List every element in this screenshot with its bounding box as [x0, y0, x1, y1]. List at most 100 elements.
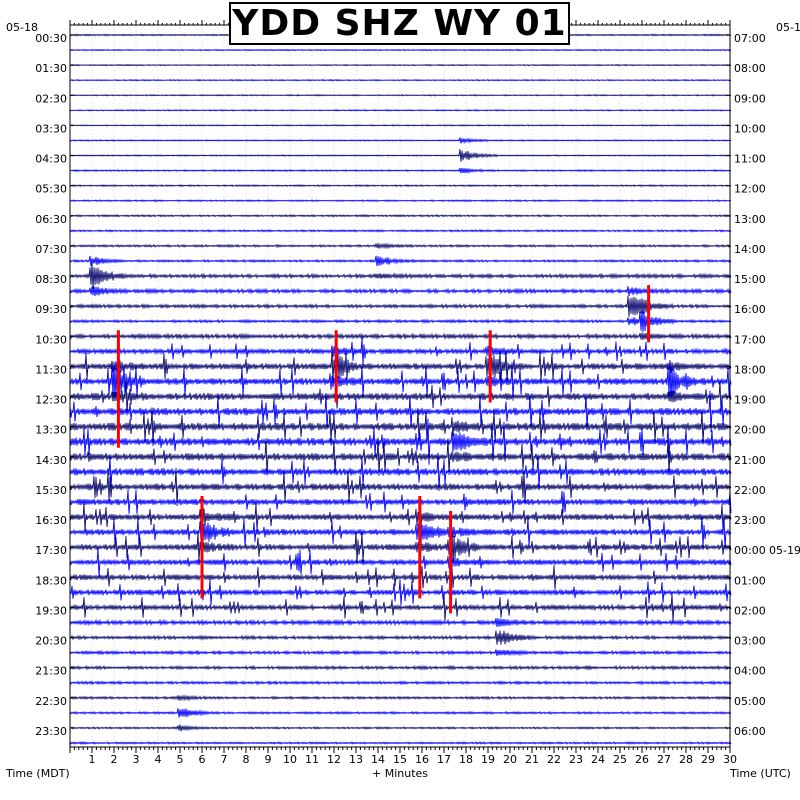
seismic-trace: [69, 547, 732, 577]
x-tick-labels: 1 2 3 4 5 6 7 8 9 10 11 12 13 14 15 16 17 18 19 20 21 22 23 24 2…: [89, 753, 738, 766]
seismic-trace: [69, 167, 732, 175]
seismic-trace: [69, 310, 732, 332]
seismic-trace: [69, 452, 732, 492]
left-hour-label: 02:30: [35, 92, 67, 105]
right-hour-label: 21:00: [734, 454, 766, 467]
seismic-trace: [69, 418, 732, 465]
right-hour-label: 20:00: [734, 424, 766, 437]
seismic-trace: [69, 503, 732, 531]
seismic-trace: [69, 579, 732, 606]
x-tick-label: 3: [133, 753, 140, 766]
seismic-trace: [69, 664, 732, 671]
x-tick-label: 30: [723, 753, 737, 766]
right-hour-label: 18:00: [734, 363, 766, 376]
left-hour-label: 19:30: [35, 604, 67, 617]
left-hour-label: 14:30: [35, 454, 67, 467]
left-hour-label: 20:30: [35, 635, 67, 648]
left-hour-label: 21:30: [35, 665, 67, 678]
right-hour-labels: 07:00 08:00 09:00 10:00 11:00 12:00 13:00 14:00…: [734, 32, 800, 738]
seismic-trace: [69, 630, 732, 645]
x-tick-label: 20: [503, 753, 517, 766]
x-tick-label: 10: [283, 753, 297, 766]
seismic-trace: [69, 467, 732, 507]
right-hour-label: 12:00: [734, 183, 766, 196]
x-tick-label: 2: [111, 753, 118, 766]
right-hour-label: 22:00: [734, 484, 766, 497]
x-tick-label: 18: [459, 753, 473, 766]
right-hour-label: 05:00: [734, 695, 766, 708]
x-tick-label: 13: [349, 753, 363, 766]
right-hour-label: 03:00: [734, 635, 766, 648]
right-hour-label: 02:00: [734, 604, 766, 617]
x-tick-label: 17: [437, 753, 451, 766]
left-hour-label: 03:30: [35, 122, 67, 135]
seismic-trace: [69, 93, 732, 97]
right-hour-label: 08:00: [734, 62, 766, 75]
x-tick-label: 23: [569, 753, 583, 766]
right-hour-label: 14:00: [734, 243, 766, 256]
seismic-trace: [69, 263, 732, 289]
seismic-trace: [69, 593, 732, 622]
seismic-trace: [69, 286, 732, 297]
left-hour-label: 04:30: [35, 153, 67, 166]
left-hour-label: 18:30: [35, 574, 67, 587]
x-tick-label: 24: [591, 753, 605, 766]
seismic-trace: [69, 78, 732, 82]
date-right-mid: 05-19: [769, 544, 800, 557]
x-tick-label: 9: [265, 753, 272, 766]
grid-layer: [91, 25, 709, 747]
right-hour-label: 04:00: [734, 665, 766, 678]
x-tick-label: 8: [243, 753, 250, 766]
seismic-trace: [69, 377, 732, 416]
right-hour-label: 16:00: [734, 303, 766, 316]
right-hour-label: 00:00: [734, 544, 766, 557]
left-hour-label: 12:30: [35, 394, 67, 407]
right-axis-label: Time (UTC): [729, 767, 791, 780]
left-hour-label: 16:30: [35, 514, 67, 527]
right-hour-label: 10:00: [734, 122, 766, 135]
left-hour-label: 22:30: [35, 695, 67, 708]
right-hour-label: 23:00: [734, 514, 766, 527]
right-hour-label: 19:00: [734, 394, 766, 407]
date-left-top: 05-18: [6, 21, 38, 34]
seismic-trace: [69, 337, 732, 366]
x-tick-label: 25: [613, 753, 627, 766]
x-tick-label: 14: [371, 753, 385, 766]
x-tick-label: 29: [701, 753, 715, 766]
left-hour-label: 07:30: [35, 243, 67, 256]
x-tick-label: 16: [415, 753, 429, 766]
left-hour-label: 05:30: [35, 183, 67, 196]
seismic-trace: [69, 694, 732, 702]
right-hour-label: 17:00: [734, 333, 766, 346]
seismic-trace: [69, 199, 732, 203]
seismic-trace: [69, 708, 732, 718]
x-tick-label: 7: [221, 753, 228, 766]
seismic-trace: [69, 724, 732, 732]
right-hour-label: 09:00: [734, 92, 766, 105]
seismic-trace: [69, 360, 732, 403]
seismic-trace: [69, 390, 732, 433]
date-right-top: 05-18: [776, 21, 800, 34]
left-hour-label: 01:30: [35, 62, 67, 75]
chart-title: YDD SHZ WY 01: [232, 3, 567, 44]
left-hour-label: 09:30: [35, 303, 67, 316]
left-hour-label: 00:30: [35, 32, 67, 45]
seismic-trace: [69, 349, 732, 384]
title-box: YDD SHZ WY 01: [229, 2, 570, 45]
left-hour-label: 08:30: [35, 273, 67, 286]
seismic-trace: [69, 137, 732, 145]
x-tick-label: 1: [89, 753, 96, 766]
seismic-trace: [69, 242, 732, 250]
x-axis-label: + Minutes: [372, 767, 428, 780]
seismic-trace: [69, 124, 732, 127]
seismic-trace: [69, 489, 732, 515]
left-axis-label: Time (MDT): [5, 767, 70, 780]
clip-layer: [116, 285, 651, 614]
right-hour-label: 01:00: [734, 574, 766, 587]
seismic-trace: [69, 63, 732, 67]
x-tick-label: 6: [199, 753, 206, 766]
seismic-trace: [69, 149, 732, 162]
left-hour-label: 11:30: [35, 363, 67, 376]
left-hour-label: 15:30: [35, 484, 67, 497]
